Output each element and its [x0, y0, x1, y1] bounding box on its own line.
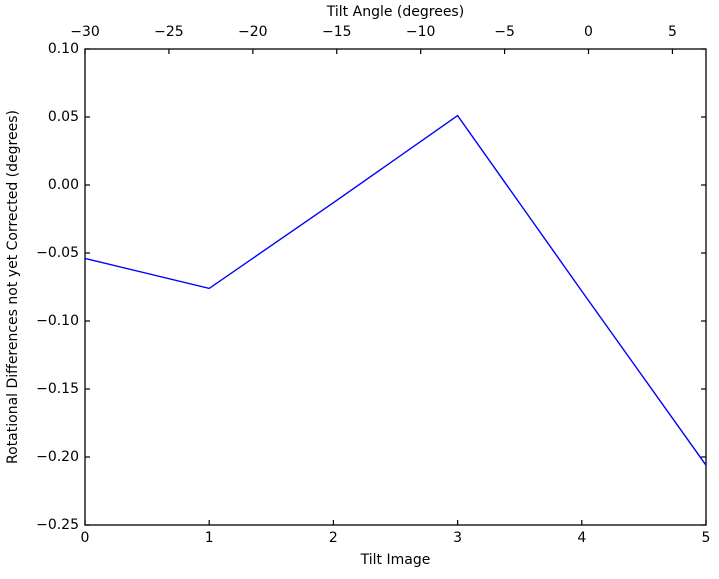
top-tick-label: −15	[321, 24, 352, 40]
plot-frame	[84, 48, 707, 526]
y-tick-label: −0.25	[36, 517, 79, 533]
x-tick-label: 2	[328, 530, 338, 546]
y-tick-label: −0.05	[36, 245, 79, 261]
y-tick-label: −0.15	[36, 381, 79, 397]
x-tick-label: 3	[453, 530, 463, 546]
top-tick-label: −20	[238, 24, 268, 40]
top-tick-label: 0	[584, 24, 593, 40]
y-tick-label: 0.00	[47, 177, 79, 193]
y-tick-label: 0.10	[47, 41, 79, 57]
data-line	[84, 114, 707, 466]
top-axis-title: Tilt Angle (degrees)	[326, 4, 465, 20]
top-tick-label: −10	[405, 24, 436, 40]
x-axis-title: Tilt Image	[360, 552, 431, 568]
x-tick-label: 0	[80, 530, 90, 546]
top-tick-label: 5	[667, 24, 677, 40]
x-tick-label: 1	[204, 530, 214, 546]
x-tick-label: 4	[577, 530, 587, 546]
top-tick-label: −25	[154, 24, 184, 40]
y-tick-label: 0.05	[47, 109, 79, 125]
top-tick-label: −5	[494, 24, 515, 40]
x-tick-label: 5	[701, 530, 711, 546]
y-tick-label: −0.20	[36, 449, 79, 465]
y-tick-label: −0.10	[36, 313, 79, 329]
top-tick-label: −30	[70, 24, 100, 40]
